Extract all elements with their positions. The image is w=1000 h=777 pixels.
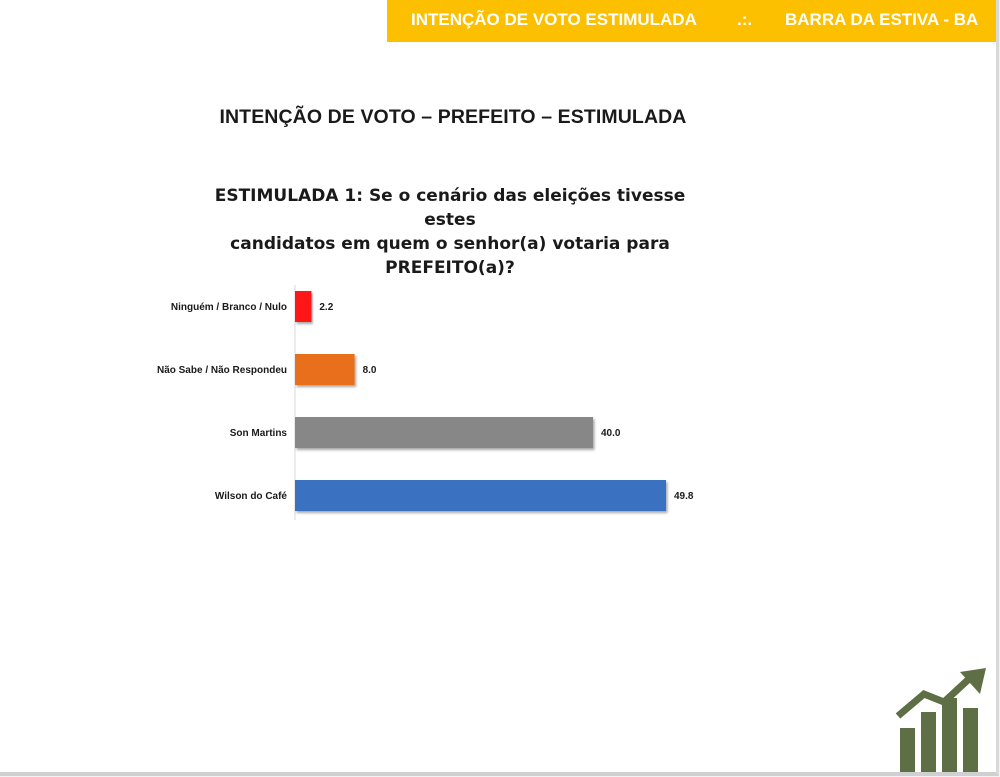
bar-nao-sabe-nao-respondeu — [295, 354, 355, 385]
value-label-wilson-do-cafe: 49.8 — [674, 491, 694, 502]
bar-ninguem-branco-nulo — [295, 291, 312, 322]
category-label-nao-sabe-nao-respondeu: Não Sabe / Não Respondeu — [157, 365, 287, 376]
banner-title: INTENÇÃO DE VOTO ESTIMULADA — [411, 10, 697, 29]
banner-location: BARRA DA ESTIVA - BA — [785, 10, 979, 29]
question-text: ESTIMULADA 1: Se o cenário das eleições … — [190, 184, 710, 280]
header-banner: INTENÇÃO DE VOTO ESTIMULADA .:. BARRA DA… — [387, 0, 996, 42]
question-line-1: ESTIMULADA 1: Se o cenário das eleições … — [214, 186, 686, 230]
bars-group: Ninguém / Branco / Nulo 2.2 Não Sabe / Não… — [157, 291, 694, 511]
bar-son-martins — [295, 417, 593, 448]
question-line-3: PREFEITO(a)? — [385, 258, 515, 278]
question-line-2: candidatos em quem o senhor(a) votaria p… — [230, 234, 670, 254]
banner-separator: .:. — [737, 10, 753, 29]
bar-wilson-do-cafe — [295, 480, 667, 511]
value-label-ninguem-branco-nulo: 2.2 — [319, 302, 333, 313]
value-label-son-martins: 40.0 — [601, 428, 621, 439]
category-label-wilson-do-cafe: Wilson do Café — [215, 491, 288, 502]
value-label-nao-sabe-nao-respondeu: 8.0 — [363, 365, 377, 376]
growth-chart-logo-icon — [895, 668, 986, 772]
category-label-ninguem-branco-nulo: Ninguém / Branco / Nulo — [171, 302, 287, 313]
page-title: INTENÇÃO DE VOTO – PREFEITO – ESTIMULADA — [219, 106, 687, 128]
category-label-son-martins: Son Martins — [230, 428, 288, 439]
